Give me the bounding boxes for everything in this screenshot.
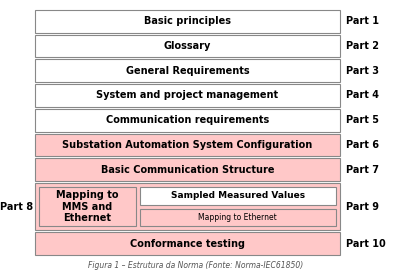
Bar xyxy=(35,183,340,230)
Text: Basic principles: Basic principles xyxy=(144,16,231,26)
Text: Mapping to Ethernet: Mapping to Ethernet xyxy=(198,213,277,222)
Text: Communication requirements: Communication requirements xyxy=(106,115,269,125)
Text: Figura 1 – Estrutura da Norma (Fonte: Norma-IEC61850): Figura 1 – Estrutura da Norma (Fonte: No… xyxy=(88,260,304,269)
Bar xyxy=(35,232,340,255)
Bar xyxy=(140,187,336,204)
Text: General Requirements: General Requirements xyxy=(126,66,249,76)
Text: Part 1: Part 1 xyxy=(346,16,379,26)
Text: Basic Communication Structure: Basic Communication Structure xyxy=(101,165,274,174)
Text: Part 9: Part 9 xyxy=(346,201,379,212)
Bar xyxy=(39,187,136,226)
Bar xyxy=(35,133,340,156)
Bar xyxy=(35,10,340,33)
Text: Substation Automation System Configuration: Substation Automation System Configurati… xyxy=(62,140,312,150)
Bar xyxy=(35,35,340,57)
Bar xyxy=(35,158,340,181)
Text: Part 8: Part 8 xyxy=(0,201,33,212)
Text: System and project management: System and project management xyxy=(96,90,279,100)
Text: Part 7: Part 7 xyxy=(346,165,379,174)
Bar xyxy=(140,209,336,226)
Text: Part 5: Part 5 xyxy=(346,115,379,125)
Text: Part 10: Part 10 xyxy=(346,239,386,249)
Text: Part 3: Part 3 xyxy=(346,66,379,76)
Text: Part 4: Part 4 xyxy=(346,90,379,100)
Text: Part 2: Part 2 xyxy=(346,41,379,51)
Bar xyxy=(35,84,340,107)
Text: Mapping to
MMS and
Ethernet: Mapping to MMS and Ethernet xyxy=(56,190,119,223)
Bar xyxy=(35,109,340,132)
Bar xyxy=(35,60,340,82)
Text: Part 6: Part 6 xyxy=(346,140,379,150)
Text: Conformance testing: Conformance testing xyxy=(130,239,245,249)
Text: Glossary: Glossary xyxy=(164,41,211,51)
Text: Sampled Measured Values: Sampled Measured Values xyxy=(171,191,305,200)
